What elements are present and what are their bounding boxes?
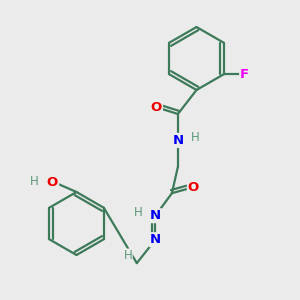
Text: F: F (240, 68, 249, 81)
Text: H: H (190, 131, 199, 144)
Text: O: O (151, 101, 162, 114)
Text: N: N (172, 134, 184, 147)
Text: H: H (134, 206, 143, 219)
Text: H: H (30, 175, 39, 188)
Text: O: O (188, 181, 199, 194)
Text: N: N (150, 209, 161, 222)
Text: H: H (123, 249, 132, 262)
Text: N: N (150, 233, 161, 246)
Text: O: O (47, 176, 58, 190)
